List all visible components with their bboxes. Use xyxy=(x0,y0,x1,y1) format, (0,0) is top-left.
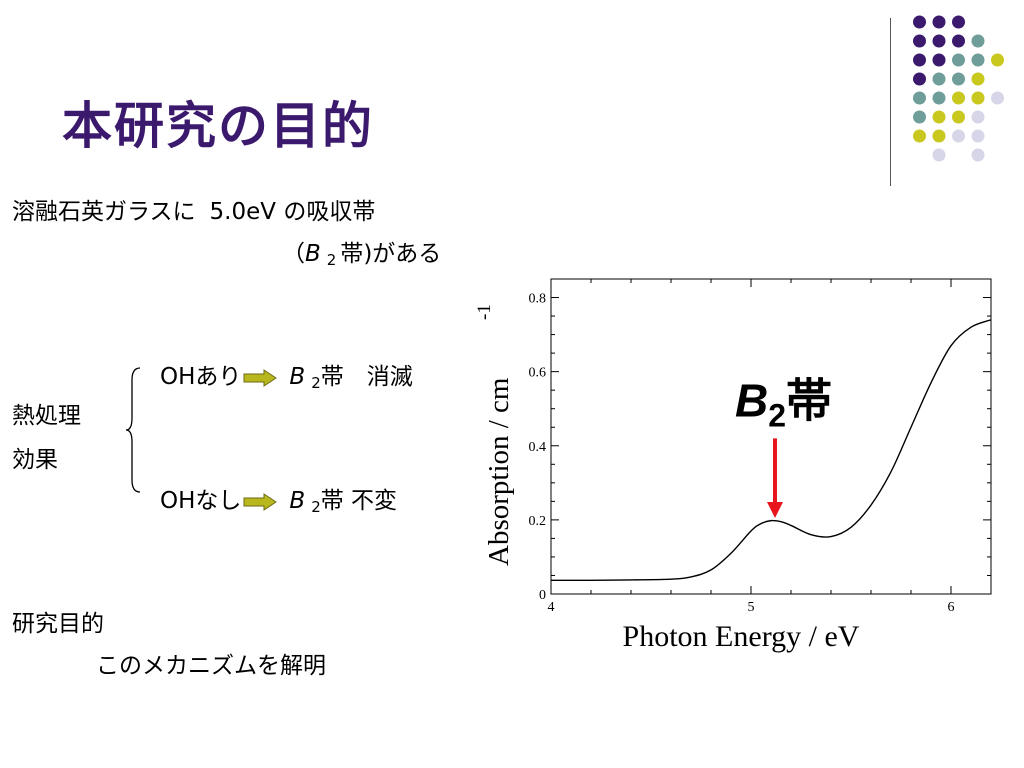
right-arrow-icon xyxy=(243,492,278,511)
plot-frame xyxy=(550,278,992,595)
ornament-dot xyxy=(932,72,946,86)
ornament-dot xyxy=(952,129,965,143)
annotation-arrow-head xyxy=(767,502,783,519)
ornament-dot xyxy=(913,129,926,143)
oh-no-label: OHなし xyxy=(160,488,242,514)
right-arrow-icon xyxy=(243,368,278,387)
intro-line-1: 溶融石英ガラスに 5.0eV の吸収帯 xyxy=(12,192,375,226)
ornament-dot xyxy=(952,72,965,86)
ornament-dot xyxy=(991,53,1004,67)
ornament-dot xyxy=(932,34,946,48)
purpose-text: このメカニズムを解明 xyxy=(96,653,326,679)
ornament-dot xyxy=(913,34,926,48)
ornament-dot xyxy=(932,15,946,29)
x-axis-label: Photon Energy / eV xyxy=(623,620,860,653)
y-axis-label: Absorption / cm xyxy=(483,377,515,566)
b2-band-annotation: B2帯 xyxy=(735,374,832,433)
ornament-dot xyxy=(952,110,965,124)
intro-b: B xyxy=(305,241,321,267)
oh-no-result: 帯 不変 xyxy=(320,488,398,514)
ornament-dot xyxy=(952,91,965,105)
y-tick-label: 0.8 xyxy=(529,292,547,307)
heat-label-1: 熱処理 xyxy=(12,403,81,429)
ornament-dot xyxy=(971,110,985,124)
intro-line-2: （B 2 帯)がある xyxy=(282,234,441,269)
ornament-dot xyxy=(913,53,926,67)
oh-yes-result: 帯 消滅 xyxy=(320,364,413,390)
y-tick-label: 0 xyxy=(539,588,546,603)
divider-line xyxy=(890,18,891,186)
x-tick-label: 6 xyxy=(948,600,955,615)
ornament-dot xyxy=(971,72,985,86)
ornament-dot xyxy=(991,91,1004,105)
oh-yes-b: B xyxy=(289,364,306,390)
ornament-dot xyxy=(952,15,965,29)
dot-grid-ornament xyxy=(913,15,1004,162)
x-tick-label: 4 xyxy=(548,600,555,615)
ornament-dot xyxy=(913,72,926,86)
oh-yes-row: OHあり B 2帯 消滅 xyxy=(160,357,413,392)
curly-brace xyxy=(125,367,141,493)
intro-sub: 2 xyxy=(326,251,337,269)
ornament-dot xyxy=(932,91,946,105)
ornament-dot xyxy=(932,110,946,124)
ornament-dot xyxy=(932,148,946,162)
ornament-dot xyxy=(913,15,926,29)
y-tick-label: 0.6 xyxy=(529,366,547,381)
ornament-dot xyxy=(913,110,926,124)
oh-no-b: B xyxy=(289,488,306,514)
absorption-chart: 4 5 6 0 0.2 0.4 0.6 0.8 Photon Energy / eV Absorp… xyxy=(474,278,992,653)
ornament-dot xyxy=(971,34,985,48)
intro-close: 帯)がある xyxy=(340,241,442,267)
ornament-dot xyxy=(971,129,985,143)
y-tick-label: 0.2 xyxy=(529,514,547,529)
intro-text-b: 5.0eV の吸収帯 xyxy=(209,199,376,225)
heat-label-2: 効果 xyxy=(12,447,58,473)
page-title: 本研究の目的 xyxy=(62,97,374,155)
ornament-dot xyxy=(932,129,946,143)
ornament-dot xyxy=(913,91,926,105)
ornament-dot xyxy=(952,34,965,48)
absorption-curve xyxy=(550,319,992,582)
oh-yes-sub: 2 xyxy=(311,374,321,392)
purpose-label: 研究目的 xyxy=(12,611,104,637)
ornament-dot xyxy=(971,53,985,67)
ornament-dot xyxy=(971,91,985,105)
oh-no-sub: 2 xyxy=(311,498,321,516)
intro-text-a: 溶融石英ガラスに xyxy=(12,199,196,225)
intro-paren: （ xyxy=(282,241,305,267)
oh-yes-label: OHあり xyxy=(160,364,242,390)
ornament-dot xyxy=(952,53,965,67)
ornament-dot xyxy=(932,53,946,67)
ornament-dot xyxy=(971,148,985,162)
y-tick-label: 0.4 xyxy=(529,440,547,455)
x-tick-label: 5 xyxy=(748,600,755,615)
y-axis-label-superscript: -1 xyxy=(474,304,495,320)
oh-no-row: OHなし B 2帯 不変 xyxy=(160,481,397,516)
